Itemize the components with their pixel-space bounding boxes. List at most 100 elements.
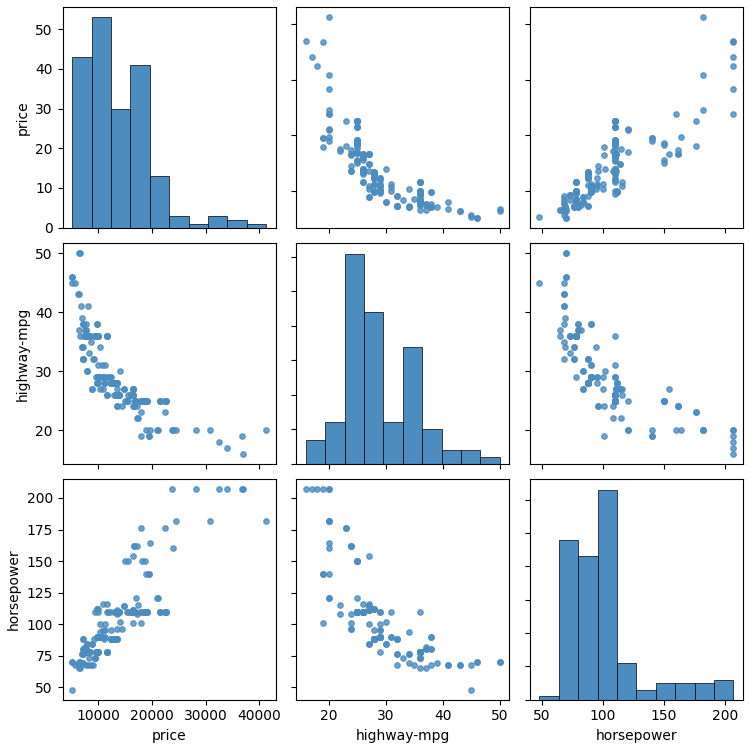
Point [166,424,178,436]
Point [113,605,125,617]
Point [420,198,432,210]
Point [140,605,152,617]
Point [81,638,93,650]
Point [351,135,363,147]
Point [570,330,582,342]
Point [609,388,621,400]
Point [351,157,363,169]
Point [609,388,621,400]
Point [128,605,140,617]
Point [609,394,621,406]
Point [554,204,566,216]
Point [420,204,432,216]
Point [368,184,380,196]
Point [558,335,570,347]
Point [414,196,426,208]
Point [609,116,621,128]
Point [414,646,426,658]
Point [357,605,369,617]
Point [414,176,426,188]
Point [670,424,682,436]
Point [83,652,95,664]
Point [357,152,369,164]
Point [414,196,426,208]
Point [88,330,101,342]
Point [414,188,426,200]
Point [570,200,582,211]
Point [403,649,415,661]
Point [585,371,597,383]
Point [351,121,363,133]
Point [609,394,621,406]
Point [609,136,621,148]
Point [368,633,380,645]
Point [391,633,403,645]
Point [598,141,610,153]
Point [585,184,597,196]
Point [582,376,594,388]
Point [351,146,363,158]
Point [414,652,426,664]
Point [127,400,139,412]
Point [391,633,403,645]
Point [585,359,597,371]
Point [425,644,437,656]
Point [77,649,89,661]
Point [110,388,122,400]
X-axis label: horsepower: horsepower [596,729,677,743]
Point [66,656,78,668]
Point [99,618,111,630]
Point [609,388,621,400]
Point [346,623,358,635]
Point [454,205,466,217]
Point [362,191,374,203]
Point [317,132,329,144]
Point [374,184,386,196]
Bar [714,680,734,700]
Point [77,633,89,645]
Point [374,180,386,192]
Point [317,35,329,47]
Point [368,185,380,197]
Point [357,166,369,178]
Point [75,658,87,670]
Point [113,365,125,377]
Point [368,625,380,637]
Point [585,180,597,192]
Point [110,388,122,400]
Point [69,277,81,289]
Point [494,656,506,668]
Point [351,136,363,148]
Point [111,633,123,645]
Point [408,658,420,670]
Point [73,288,85,300]
Point [414,646,426,658]
Point [374,182,386,194]
Point [592,165,604,177]
Point [113,616,125,628]
Point [609,165,621,177]
Point [670,107,682,119]
Bar [442,450,461,464]
Point [124,605,136,617]
Point [609,371,621,383]
Point [610,382,622,394]
Point [92,631,104,643]
Point [351,555,363,567]
Point [221,442,233,454]
Point [368,186,380,198]
Point [141,394,153,406]
Point [83,347,95,359]
Point [91,603,103,615]
Point [697,70,709,82]
Point [615,143,627,155]
Point [646,424,658,436]
Point [609,134,621,146]
Point [585,186,597,198]
Point [582,168,594,180]
Point [152,424,164,436]
Point [554,324,566,336]
Point [374,618,386,630]
Point [663,148,675,160]
Point [425,201,437,213]
